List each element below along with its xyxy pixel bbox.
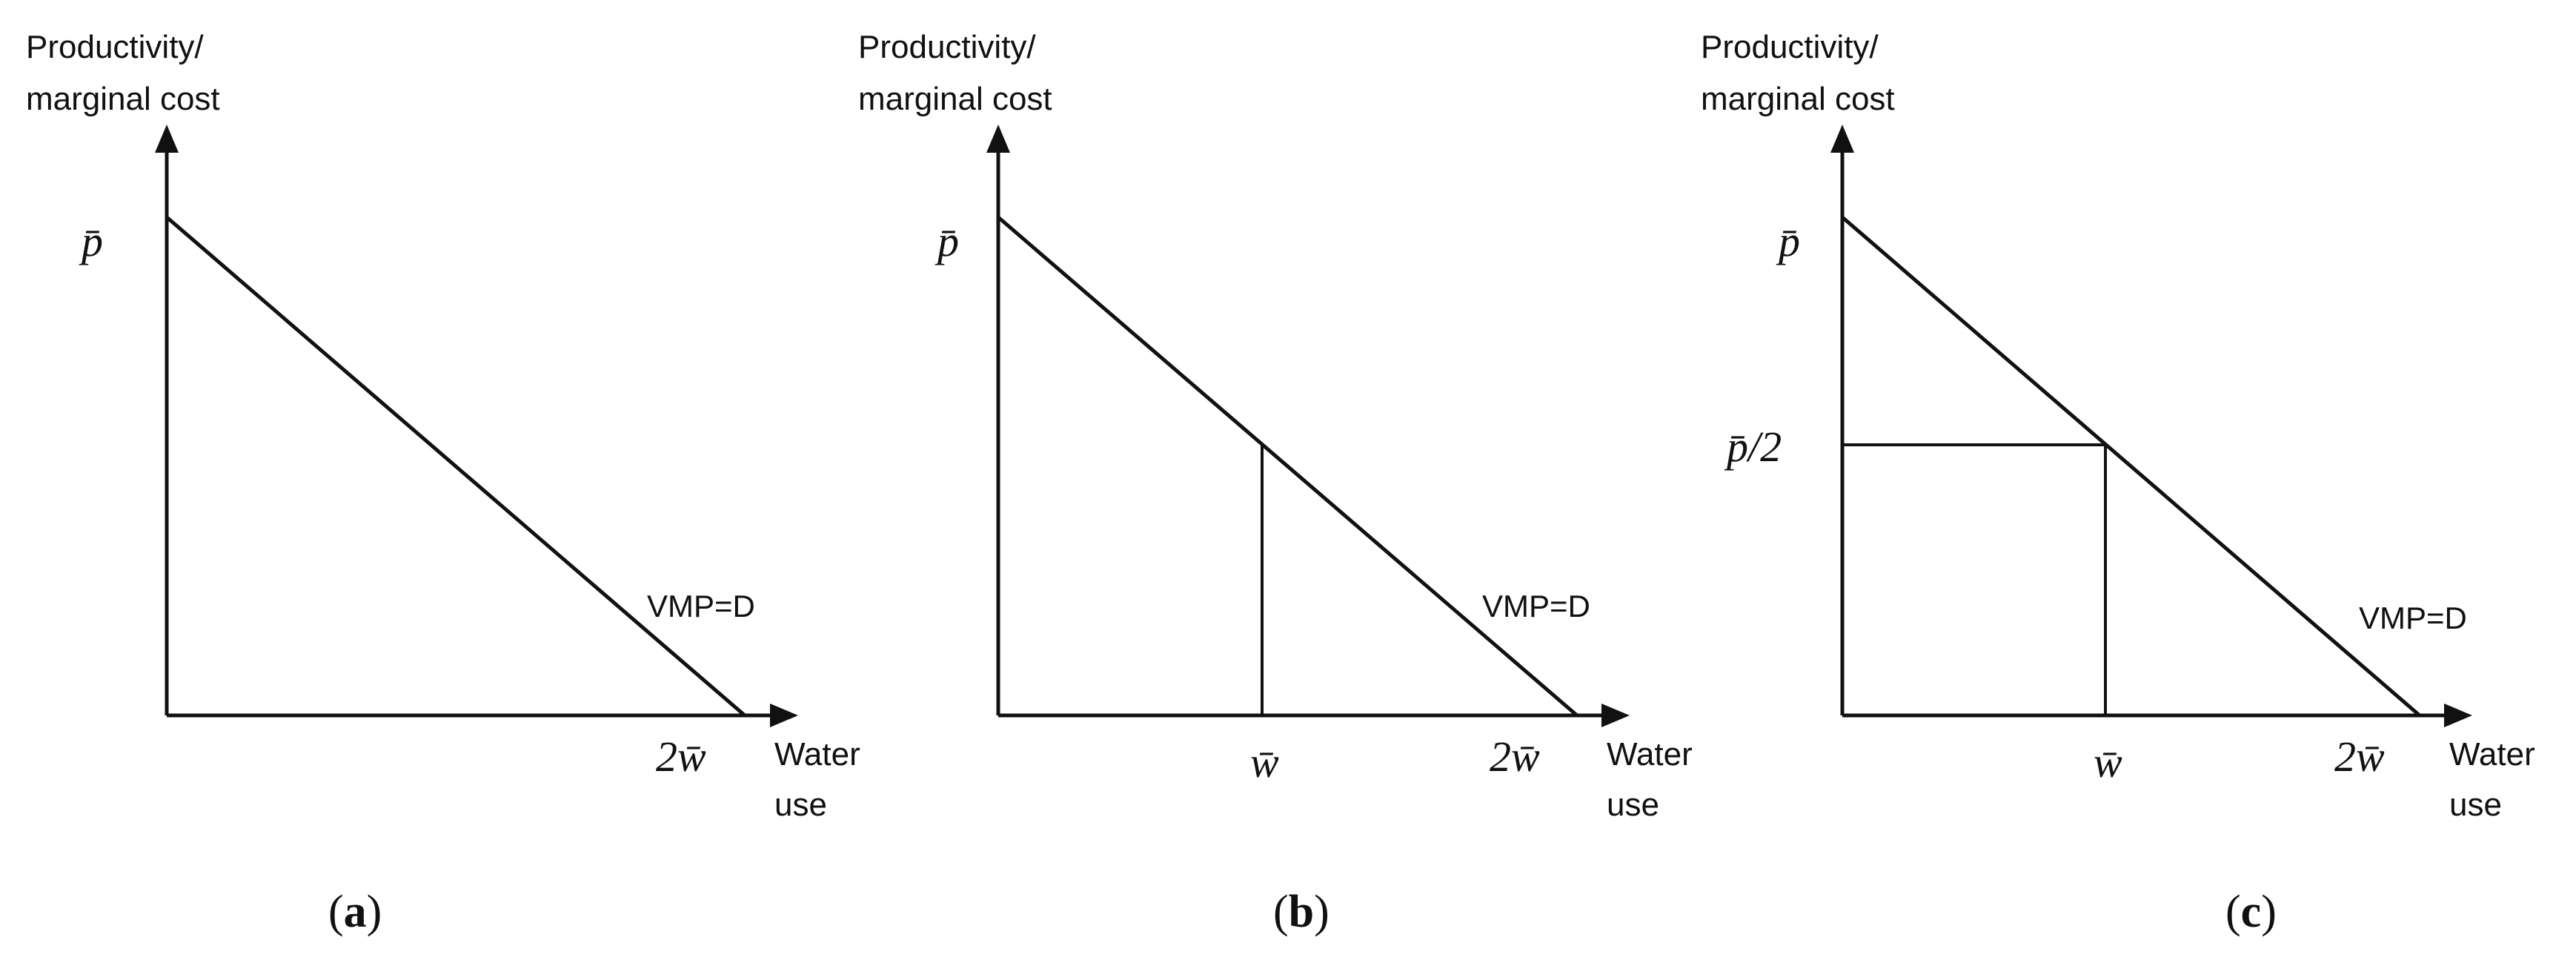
caption: (a) — [328, 887, 382, 937]
y-axis-arrowhead — [155, 125, 179, 153]
y-mid-label: p̄/2 — [1724, 423, 1782, 471]
curve-label: VMP=D — [2359, 601, 2467, 635]
demand-curve — [997, 216, 1579, 717]
y-intercept-label: p̄ — [935, 217, 959, 265]
x-axis-title-line2: use — [2449, 787, 2502, 823]
x-axis-title-line2: use — [774, 787, 827, 823]
x-axis-title-line1: Water — [1607, 736, 1693, 773]
x-mid-label: w̄ — [2094, 738, 2122, 787]
demand-curve — [165, 216, 746, 717]
y-axis-title-line2: marginal cost — [858, 81, 1052, 117]
y-intercept-label: p̄ — [1776, 217, 1800, 265]
y-axis-arrowhead — [986, 125, 1010, 153]
caption: (b) — [1273, 887, 1330, 937]
x-axis-arrowhead — [1601, 704, 1630, 727]
x-intercept-label: 2w̄ — [656, 732, 706, 781]
y-axis-title-line1: Productivity/ — [858, 29, 1036, 65]
demand-curve — [1841, 216, 2421, 717]
y-intercept-label: p̄ — [79, 217, 103, 265]
y-axis-title-line2: marginal cost — [26, 81, 220, 117]
x-axis-title-line2: use — [1607, 787, 1659, 823]
curve-label: VMP=D — [1482, 589, 1590, 623]
panel-a: Productivity/ marginal cost p̄ 2w̄ VMP=D… — [26, 29, 860, 937]
x-axis-arrowhead — [770, 704, 798, 727]
x-intercept-label: 2w̄ — [2334, 732, 2385, 781]
x-axis-arrowhead — [2444, 704, 2472, 727]
x-intercept-label: 2w̄ — [1490, 732, 1540, 781]
y-axis-title-line2: marginal cost — [1701, 81, 1895, 117]
y-axis-title-line1: Productivity/ — [1701, 29, 1879, 65]
x-axis-title-line1: Water — [2449, 736, 2535, 773]
x-axis-title-line1: Water — [774, 736, 860, 773]
panel-c: Productivity/ marginal cost p̄ p̄/2 w̄ 2… — [1701, 29, 2535, 937]
y-axis-title-line1: Productivity/ — [26, 29, 204, 65]
x-mid-label: w̄ — [1250, 738, 1279, 787]
caption: (c) — [2225, 887, 2277, 937]
curve-label: VMP=D — [647, 589, 755, 623]
panel-b: Productivity/ marginal cost p̄ w̄ 2w̄ VM… — [858, 29, 1693, 937]
y-axis-arrowhead — [1830, 125, 1854, 153]
